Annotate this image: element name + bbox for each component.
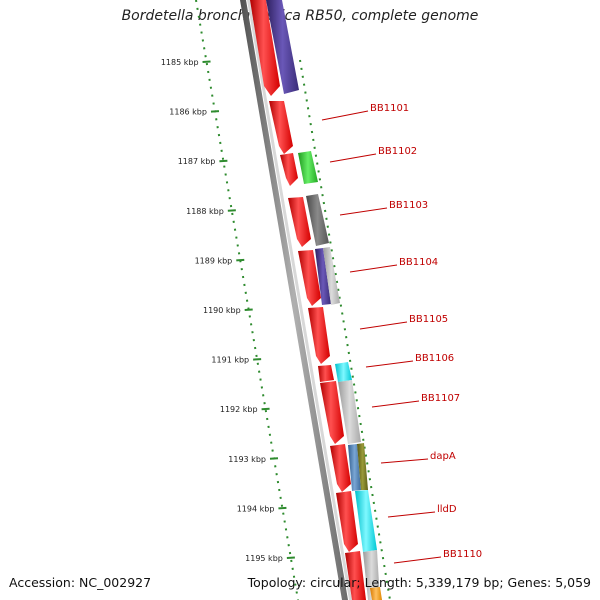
scale-tick [278, 506, 287, 510]
outer-dotted-track [299, 59, 391, 600]
scale-tick-label: 1195 kbp [245, 554, 283, 563]
scale-tick-label: 1189 kbp [195, 256, 233, 265]
scale-tick [286, 556, 295, 559]
gene-label[interactable]: BB1103 [389, 200, 428, 211]
scale-tick-label: 1193 kbp [228, 455, 266, 464]
gene-feature[interactable] [280, 153, 298, 186]
scale-tick [202, 60, 211, 63]
annotation-block[interactable] [357, 443, 368, 490]
gene-label[interactable]: BB1110 [443, 549, 482, 560]
gene-label[interactable]: BB1102 [378, 146, 417, 157]
gene-label-leader [349, 264, 398, 273]
gene-feature[interactable] [330, 444, 351, 492]
gene-label[interactable]: BB1101 [370, 103, 409, 114]
annotation-block[interactable] [370, 587, 382, 600]
gene-label-leader [387, 511, 436, 518]
scale-tick-label: 1190 kbp [203, 306, 241, 315]
scale-tick [269, 457, 279, 460]
scale-tick [219, 159, 228, 163]
gene-feature[interactable] [336, 491, 358, 552]
gene-label[interactable]: dapA [430, 451, 456, 462]
annotation-block[interactable] [266, 0, 299, 94]
scale-tick-label: 1186 kbp [169, 108, 207, 117]
gene-feature[interactable] [308, 307, 330, 364]
gene-label-leader [393, 556, 442, 564]
gene-label-leader [321, 110, 369, 121]
annotation-block[interactable] [355, 490, 377, 552]
scale-tick-label: 1192 kbp [220, 405, 258, 414]
gene-label-leader [359, 321, 408, 330]
gene-label-leader [380, 458, 429, 464]
scale-tick [261, 407, 270, 411]
annotation-track [266, 0, 382, 600]
gene-labels: BB1101 BB1102 BB1103 BB1104 BB1105 BB1106 BB11… [321, 103, 482, 564]
gene-feature[interactable] [320, 381, 344, 444]
gene-label-leader [329, 153, 377, 163]
scale-tick [244, 308, 253, 311]
annotation-block[interactable] [306, 194, 329, 246]
gene-label-leader [365, 360, 414, 368]
gene-label[interactable]: BB1105 [409, 314, 448, 325]
annotation-block[interactable] [335, 362, 352, 382]
annotation-block[interactable] [348, 444, 361, 491]
gene-feature[interactable] [318, 365, 334, 382]
gene-label-leader [371, 400, 420, 408]
genome-summary-text: Topology: circular; Length: 5,339,179 bp… [247, 575, 591, 590]
scale-ticks: 1185 kbp 1186 kbp 1187 kbp 1188 kbp 1189 kbp… [161, 58, 295, 563]
gene-feature[interactable] [250, 0, 280, 96]
scale-tick-label: 1187 kbp [178, 157, 216, 166]
scale-tick [253, 358, 262, 361]
gene-feature[interactable] [298, 250, 321, 306]
genome-backbone [240, 0, 352, 600]
gene-label[interactable]: BB1106 [415, 353, 454, 364]
gene-label[interactable]: BB1104 [399, 257, 438, 268]
scale-tick-label: 1188 kbp [186, 207, 224, 216]
map-title: Bordetella bronchiseptica RB50, complete… [121, 8, 479, 24]
gene-label[interactable]: BB1107 [421, 393, 460, 404]
forward-strand-genes [250, 0, 366, 600]
scale-tick-label: 1185 kbp [161, 58, 199, 67]
gene-feature[interactable] [288, 197, 311, 247]
annotation-block[interactable] [315, 248, 331, 305]
annotation-block[interactable] [338, 380, 361, 444]
gene-feature[interactable] [269, 101, 293, 154]
gene-label-leader [339, 207, 388, 216]
scale-tick [210, 110, 220, 113]
scale-tick [227, 209, 236, 212]
gene-feature[interactable] [345, 551, 366, 600]
gene-label[interactable]: lldD [437, 504, 457, 515]
accession-text: Accession: NC_002927 [9, 575, 152, 590]
scale-tick [236, 258, 245, 262]
annotation-block[interactable] [323, 247, 340, 305]
inner-dotted-track [195, 0, 299, 600]
annotation-block[interactable] [298, 151, 318, 184]
scale-tick-label: 1191 kbp [211, 356, 249, 365]
scale-tick-label: 1194 kbp [237, 504, 275, 513]
